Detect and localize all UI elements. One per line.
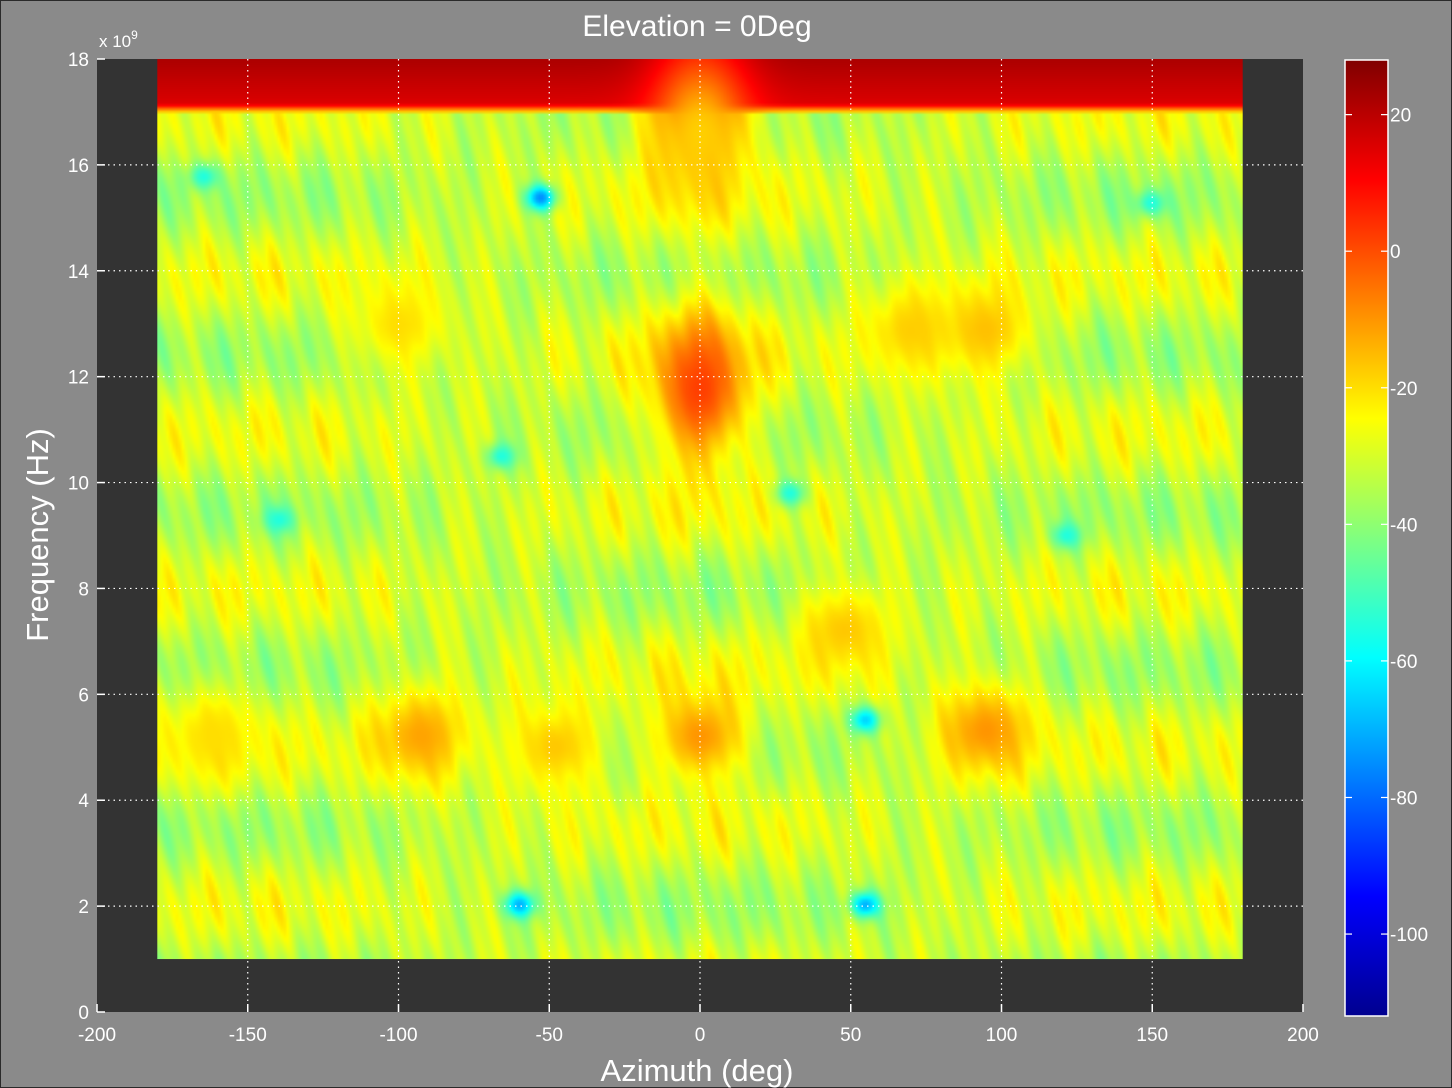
colorbar-ticks: 20 0 -20 -40 -60 -80 -100 [1345, 106, 1428, 946]
colorbar-tick-label: 0 [1390, 242, 1401, 263]
y-tick-label: 8 [78, 579, 89, 600]
colorbar-tick-label: -60 [1390, 652, 1417, 673]
colorbar-tick-label: -20 [1390, 379, 1417, 400]
x-tick-label: -100 [379, 1025, 417, 1046]
colorbar-tick-label: -40 [1390, 515, 1417, 536]
x-axis-ticks: -200 -150 -100 -50 0 50 100 150 200 [78, 1004, 1319, 1046]
y-axis-ticks: 0 2 4 6 8 10 12 14 16 18 [68, 50, 105, 1024]
y-tick-label: 12 [68, 368, 89, 389]
x-tick-label: 50 [840, 1025, 861, 1046]
colorbar [1344, 59, 1389, 1017]
x-tick-label: 150 [1136, 1025, 1168, 1046]
y-tick-label: 14 [68, 262, 90, 283]
y-tick-label: 0 [78, 1003, 89, 1024]
y-tick-label: 2 [78, 897, 89, 918]
colorbar-tick-label: -80 [1390, 788, 1417, 809]
x-tick-label: -200 [78, 1025, 116, 1046]
y-tick-label: 10 [68, 474, 89, 495]
y-axis-label: Frequency (Hz) [20, 428, 55, 642]
y-tick-label: 6 [78, 685, 89, 706]
y-tick-label: 16 [68, 156, 89, 177]
colorbar-tick-label: -100 [1390, 925, 1428, 946]
x-axis-label: Azimuth (deg) [601, 1053, 794, 1088]
heatmap-image [157, 59, 1243, 960]
colorbar-tick-label: 20 [1390, 106, 1411, 127]
x-tick-label: -50 [536, 1025, 563, 1046]
x-tick-label: -150 [229, 1025, 267, 1046]
x-tick-label: 0 [695, 1025, 706, 1046]
y-axis-multiplier: x 109 [99, 28, 138, 51]
chart-title: Elevation = 0Deg [582, 10, 811, 43]
y-tick-label: 18 [68, 50, 89, 71]
y-tick-label: 4 [78, 791, 89, 812]
x-tick-label: 100 [986, 1025, 1018, 1046]
x-tick-label: 200 [1287, 1025, 1319, 1046]
